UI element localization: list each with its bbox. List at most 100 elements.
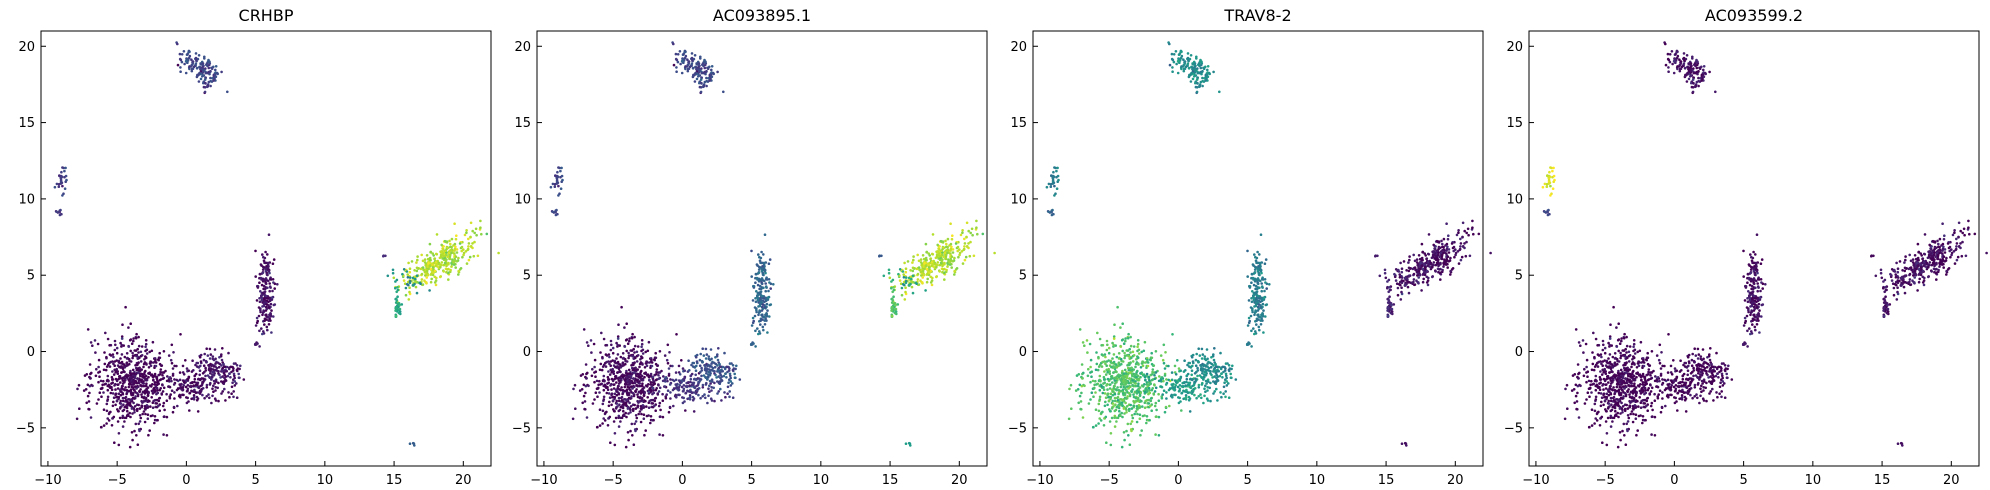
data-point — [1120, 445, 1124, 449]
data-point — [179, 70, 182, 73]
data-point — [707, 394, 710, 398]
data-point — [1255, 256, 1259, 260]
data-point — [766, 331, 769, 334]
data-point — [878, 254, 881, 258]
data-point — [1167, 388, 1171, 392]
data-point — [1121, 369, 1124, 373]
data-point — [408, 442, 412, 446]
data-point — [620, 416, 624, 420]
data-point — [1148, 391, 1152, 395]
data-point — [1094, 379, 1097, 383]
data-point — [217, 365, 221, 369]
data-point — [228, 395, 231, 399]
data-point — [59, 175, 63, 179]
data-point — [1103, 370, 1106, 373]
data-point — [133, 374, 137, 378]
data-point — [651, 402, 655, 405]
data-point — [111, 378, 114, 381]
data-point — [430, 277, 434, 281]
data-point — [102, 379, 105, 383]
data-point — [1089, 371, 1092, 374]
data-point — [1125, 380, 1129, 384]
data-point — [120, 405, 123, 408]
data-point — [641, 352, 645, 355]
data-point — [637, 373, 641, 376]
data-point — [429, 280, 433, 284]
data-point — [220, 70, 223, 74]
data-point — [166, 375, 169, 378]
data-point — [927, 252, 930, 255]
data-point — [619, 370, 622, 374]
data-point — [226, 374, 230, 378]
data-point — [950, 255, 954, 258]
data-point — [626, 407, 630, 410]
data-point — [763, 323, 767, 326]
data-point — [928, 271, 931, 275]
data-point — [941, 248, 944, 251]
data-point — [691, 59, 694, 62]
data-point — [1129, 335, 1132, 339]
data-point — [178, 52, 182, 56]
data-point — [144, 398, 148, 402]
data-point — [270, 309, 273, 312]
data-point — [723, 391, 726, 394]
data-point — [468, 255, 472, 259]
data-point — [728, 362, 732, 365]
data-point — [1199, 364, 1203, 368]
data-point — [1209, 399, 1212, 403]
data-point — [707, 355, 711, 358]
data-point — [1170, 52, 1174, 56]
data-point — [257, 314, 261, 318]
data-point — [1140, 399, 1143, 403]
data-point — [762, 328, 765, 332]
data-point — [639, 392, 643, 395]
data-point — [125, 352, 129, 355]
data-point — [608, 373, 612, 376]
data-point — [630, 395, 633, 398]
data-point — [208, 347, 212, 351]
data-point — [929, 257, 932, 261]
data-point — [640, 356, 644, 359]
data-point — [1098, 337, 1102, 341]
data-point — [661, 415, 665, 419]
data-point — [1103, 404, 1107, 408]
data-point — [1246, 249, 1249, 253]
data-point — [1249, 314, 1253, 318]
data-point — [204, 369, 208, 372]
data-point — [1113, 416, 1116, 420]
data-point — [151, 375, 155, 379]
data-point — [1081, 377, 1084, 380]
data-point — [121, 416, 124, 420]
data-point — [616, 390, 619, 393]
data-point — [1101, 360, 1104, 364]
data-point — [469, 245, 473, 248]
data-point — [624, 362, 627, 366]
data-point — [61, 166, 64, 169]
data-point — [1170, 57, 1174, 61]
data-point — [611, 351, 615, 355]
data-point — [890, 306, 894, 310]
data-point — [1086, 374, 1090, 378]
data-point — [708, 384, 711, 388]
data-point — [754, 300, 758, 304]
data-point — [223, 387, 226, 391]
data-point — [910, 285, 914, 289]
data-point — [195, 59, 198, 62]
data-point — [433, 257, 436, 261]
data-point — [624, 402, 628, 406]
data-point — [1210, 356, 1213, 359]
data-point — [1196, 366, 1199, 370]
data-point — [647, 375, 651, 379]
data-point — [232, 390, 235, 393]
data-point — [157, 404, 160, 408]
data-point — [127, 345, 131, 348]
data-point — [753, 306, 757, 309]
data-point — [695, 62, 699, 66]
data-point — [1098, 363, 1102, 367]
data-point — [1123, 412, 1126, 415]
data-point — [1210, 373, 1213, 377]
data-point — [111, 404, 115, 408]
data-point — [699, 78, 703, 81]
data-point — [1099, 379, 1102, 383]
data-point — [626, 431, 630, 434]
